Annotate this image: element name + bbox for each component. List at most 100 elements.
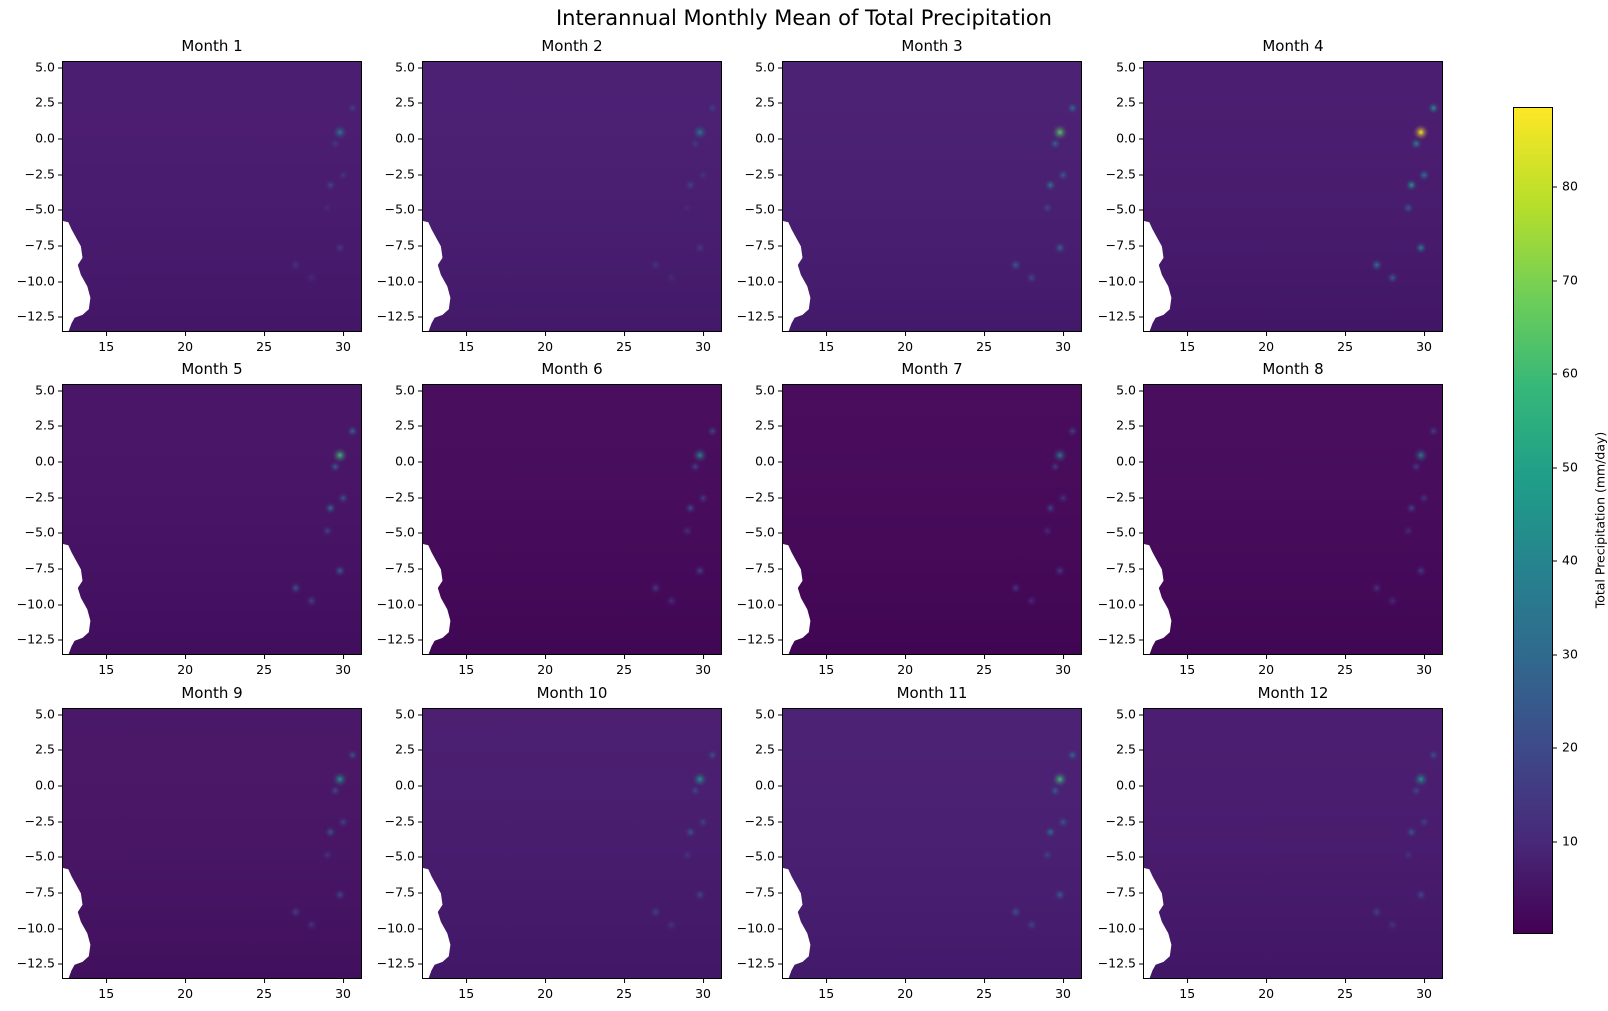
y-tick-label: −12.5 bbox=[1098, 956, 1143, 971]
y-tick-label: −12.5 bbox=[737, 632, 782, 647]
x-tick-label: 30 bbox=[1055, 655, 1071, 677]
subplot-title: Month 11 bbox=[896, 684, 968, 702]
heatmap-area bbox=[1143, 384, 1443, 655]
y-tick-label: −2.5 bbox=[745, 813, 782, 828]
x-tick-label: 25 bbox=[976, 655, 992, 677]
x-tick-label: 25 bbox=[1337, 979, 1353, 1001]
subplot-panel: Month 10 5.0 2.5 0.0 −2.5 −5.0 −7.5 −10.0 −12.5 1… bbox=[377, 684, 722, 1001]
y-tick-label: 5.0 bbox=[395, 706, 422, 721]
x-tick-label: 15 bbox=[98, 332, 114, 354]
y-tick-label: −5.0 bbox=[1106, 849, 1143, 864]
y-tick-label: −2.5 bbox=[385, 489, 422, 504]
x-tick-label: 20 bbox=[897, 332, 913, 354]
y-tick-label: −10.0 bbox=[1098, 273, 1143, 288]
subplot-title: Month 5 bbox=[181, 360, 243, 378]
x-tick-label: 25 bbox=[616, 332, 632, 354]
x-tick-label: 15 bbox=[458, 332, 474, 354]
x-tick-label: 20 bbox=[177, 332, 193, 354]
heatmap-area bbox=[782, 61, 1082, 332]
x-tick-label: 20 bbox=[897, 655, 913, 677]
subplot-panel: Month 6 5.0 2.5 0.0 −2.5 −5.0 −7.5 −10.0 −12.5 15… bbox=[377, 360, 722, 677]
y-tick-label: −5.0 bbox=[745, 525, 782, 540]
y-tick-label: −2.5 bbox=[745, 166, 782, 181]
y-tick-label: 0.0 bbox=[1116, 454, 1143, 469]
x-tick-label: 30 bbox=[695, 332, 711, 354]
y-tick-label: −7.5 bbox=[745, 560, 782, 575]
y-tick-label: 5.0 bbox=[1116, 382, 1143, 397]
x-tick-label: 15 bbox=[818, 332, 834, 354]
y-tick-label: −5.0 bbox=[1106, 525, 1143, 540]
y-tick-label: 5.0 bbox=[1116, 59, 1143, 74]
x-tick-label: 15 bbox=[458, 655, 474, 677]
x-tick-label: 25 bbox=[256, 979, 272, 1001]
y-tick-label: 2.5 bbox=[755, 418, 782, 433]
y-tick-label: −10.0 bbox=[377, 273, 422, 288]
y-tick-label: −10.0 bbox=[737, 920, 782, 935]
y-tick-label: 2.5 bbox=[1116, 95, 1143, 110]
y-tick-label: 2.5 bbox=[395, 742, 422, 757]
subplot-panel: Month 7 5.0 2.5 0.0 −2.5 −5.0 −7.5 −10.0 −12.5 15… bbox=[737, 360, 1082, 677]
y-tick-label: −12.5 bbox=[1098, 632, 1143, 647]
y-tick-label: 2.5 bbox=[395, 418, 422, 433]
subplot-panel: Month 5 5.0 2.5 0.0 −2.5 −5.0 −7.5 −10.0 −12.5 15… bbox=[17, 360, 362, 677]
y-tick-label: −2.5 bbox=[745, 489, 782, 504]
subplot-panel: Month 3 5.0 2.5 0.0 −2.5 −5.0 −7.5 −10.0 −12.5 15… bbox=[737, 37, 1082, 354]
subplot-title: Month 3 bbox=[901, 37, 963, 55]
subplot-panel: Month 12 5.0 2.5 0.0 −2.5 −5.0 −7.5 −10.0 −12.5 1… bbox=[1098, 684, 1443, 1001]
x-tick-label: 15 bbox=[818, 655, 834, 677]
y-tick-label: −5.0 bbox=[25, 849, 62, 864]
subplot-title: Month 4 bbox=[1262, 37, 1324, 55]
heatmap-area bbox=[782, 708, 1082, 979]
y-tick-label: −2.5 bbox=[25, 489, 62, 504]
x-tick-label: 20 bbox=[537, 979, 553, 1001]
y-tick-label: −7.5 bbox=[385, 884, 422, 899]
x-tick-label: 30 bbox=[1416, 979, 1432, 1001]
y-tick-label: −12.5 bbox=[737, 309, 782, 324]
heatmap-area bbox=[1143, 61, 1443, 332]
y-tick-label: −12.5 bbox=[17, 309, 62, 324]
y-tick-label: −7.5 bbox=[385, 560, 422, 575]
y-tick-label: 0.0 bbox=[395, 778, 422, 793]
x-tick-label: 20 bbox=[897, 979, 913, 1001]
y-tick-label: 0.0 bbox=[395, 454, 422, 469]
y-tick-label: −12.5 bbox=[1098, 309, 1143, 324]
x-tick-label: 15 bbox=[98, 655, 114, 677]
x-tick-label: 30 bbox=[335, 655, 351, 677]
x-tick-label: 25 bbox=[616, 655, 632, 677]
y-tick-label: −2.5 bbox=[25, 813, 62, 828]
colorbar-tick-label: 80 bbox=[1553, 179, 1578, 194]
y-tick-label: −7.5 bbox=[385, 237, 422, 252]
colorbar-tick-label: 10 bbox=[1553, 833, 1578, 848]
colorbar bbox=[1513, 107, 1553, 934]
colorbar-tick-label: 40 bbox=[1553, 553, 1578, 568]
y-tick-label: −5.0 bbox=[745, 202, 782, 217]
y-tick-label: 5.0 bbox=[35, 59, 62, 74]
y-tick-label: −10.0 bbox=[737, 596, 782, 611]
y-tick-label: −12.5 bbox=[17, 632, 62, 647]
subplot-panel: Month 4 5.0 2.5 0.0 −2.5 −5.0 −7.5 −10.0 −12.5 15… bbox=[1098, 37, 1443, 354]
y-tick-label: −10.0 bbox=[1098, 596, 1143, 611]
y-tick-label: −10.0 bbox=[377, 920, 422, 935]
x-tick-label: 20 bbox=[1258, 979, 1274, 1001]
x-tick-label: 20 bbox=[1258, 655, 1274, 677]
x-tick-label: 30 bbox=[1416, 332, 1432, 354]
y-tick-label: −7.5 bbox=[25, 237, 62, 252]
x-tick-label: 15 bbox=[1179, 332, 1195, 354]
y-tick-label: 2.5 bbox=[35, 742, 62, 757]
heatmap-area bbox=[62, 61, 362, 332]
y-tick-label: −12.5 bbox=[377, 632, 422, 647]
y-tick-label: 0.0 bbox=[35, 131, 62, 146]
x-tick-label: 25 bbox=[1337, 332, 1353, 354]
x-tick-label: 20 bbox=[177, 655, 193, 677]
y-tick-label: 5.0 bbox=[1116, 706, 1143, 721]
subplot-panel: Month 1 5.0 2.5 0.0 −2.5 −5.0 −7.5 −10.0 −12.5 15… bbox=[17, 37, 362, 354]
x-tick-label: 20 bbox=[537, 332, 553, 354]
x-tick-label: 30 bbox=[1055, 332, 1071, 354]
subplot-title: Month 1 bbox=[181, 37, 243, 55]
y-tick-label: −7.5 bbox=[1106, 237, 1143, 252]
x-tick-label: 30 bbox=[335, 979, 351, 1001]
subplot-title: Month 9 bbox=[181, 684, 243, 702]
y-tick-label: 0.0 bbox=[1116, 778, 1143, 793]
x-tick-label: 20 bbox=[537, 655, 553, 677]
heatmap-area bbox=[62, 384, 362, 655]
